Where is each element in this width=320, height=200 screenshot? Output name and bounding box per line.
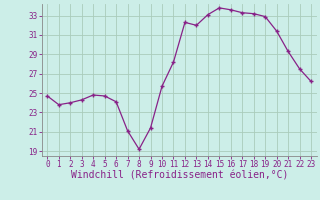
X-axis label: Windchill (Refroidissement éolien,°C): Windchill (Refroidissement éolien,°C) <box>70 171 288 181</box>
